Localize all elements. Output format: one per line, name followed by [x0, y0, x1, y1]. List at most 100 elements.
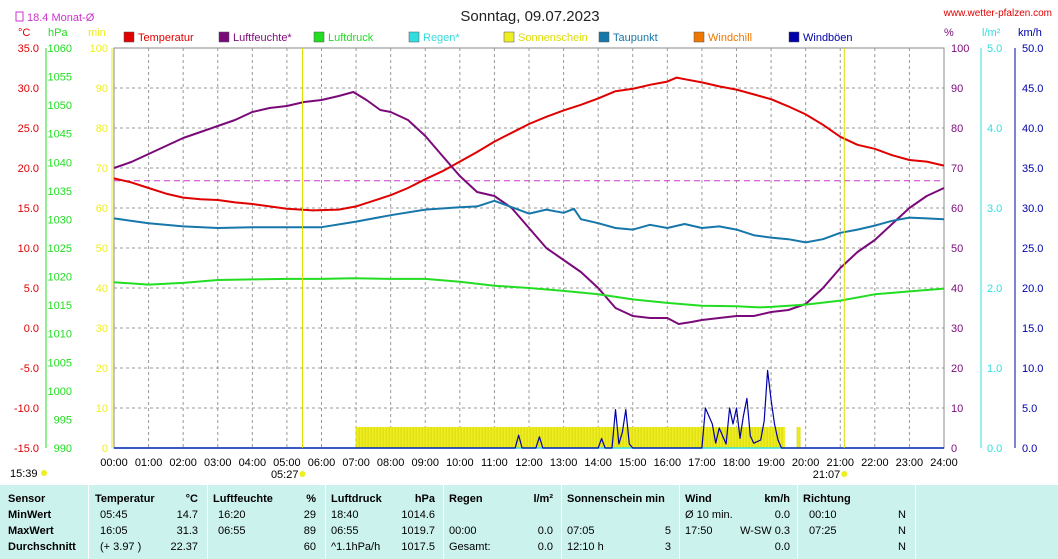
- table-column-divider: [679, 485, 680, 559]
- legend-swatch: [123, 31, 135, 43]
- sunset-icon: [841, 471, 848, 477]
- axis-unit-pressure: hPa: [48, 27, 68, 39]
- x-tick-label: 12:00: [515, 457, 543, 469]
- axis-tick-humidity: 0: [951, 443, 957, 455]
- header-temp-unit: °C: [185, 493, 198, 505]
- press-value: 1017.5: [401, 541, 435, 553]
- axis-tick-wind: 25.0: [1022, 243, 1043, 255]
- axis-tick-pressure: 1045: [48, 129, 72, 141]
- weather-chart: Sonntag, 09.07.2023 www.wetter-pfalzen.c…: [10, 8, 1052, 481]
- axis-tick-humidity: 70: [951, 163, 963, 175]
- series-line-windben: [114, 369, 944, 449]
- table-column-divider: [325, 485, 326, 559]
- x-tick-label: 07:00: [342, 457, 370, 469]
- x-tick-label: 19:00: [757, 457, 785, 469]
- series-line-luftfeuchte: [113, 91, 945, 325]
- sunshine-bars: [355, 427, 801, 448]
- legend-label: Windchill: [708, 32, 752, 44]
- axis-tick-humidity: 20: [951, 363, 963, 375]
- wind-time: 17:50: [685, 525, 713, 537]
- x-tick-label: 06:00: [308, 457, 336, 469]
- axis-tick-wind: 10.0: [1022, 363, 1043, 375]
- x-tick-label: 00:00: [100, 457, 128, 469]
- header-sensor: Sensor: [8, 493, 46, 505]
- axis-tick-temp: 25.0: [18, 123, 39, 135]
- axis-tick-temp: 0.0: [24, 323, 39, 335]
- axis-tick-rain: 1.0: [987, 363, 1002, 375]
- sunshine-bar: [356, 427, 785, 448]
- axis-tick-temp: -10.0: [14, 403, 39, 415]
- axis-tick-pressure: 1055: [48, 72, 72, 84]
- x-tick-label: 01:00: [135, 457, 163, 469]
- x-tick-label: 17:00: [688, 457, 716, 469]
- axis-tick-minutes: 70: [96, 163, 108, 175]
- header-hum-unit: %: [306, 493, 316, 505]
- axis-tick-rain: 0.0: [987, 443, 1002, 455]
- press-time: 18:40: [331, 509, 359, 521]
- x-tick-label: 24:00: [930, 457, 958, 469]
- month-avg-icon: [15, 11, 24, 22]
- chart-legend: Temperatur Luftfeuchte* Luftdruck Regen* Son…: [123, 31, 853, 44]
- axis-tick-wind: 30.0: [1022, 203, 1043, 215]
- axis-tick-minutes: 60: [96, 203, 108, 215]
- x-tick-label: 16:00: [654, 457, 682, 469]
- x-tick-label: 09:00: [411, 457, 439, 469]
- legend-swatch: [788, 31, 800, 43]
- axis-tick-humidity: 60: [951, 203, 963, 215]
- axis-tick-wind: 0.0: [1022, 443, 1037, 455]
- axis-tick-temp: 20.0: [18, 163, 39, 175]
- axis-tick-pressure: 1000: [48, 386, 72, 398]
- axis-tick-pressure: 1040: [48, 157, 72, 169]
- rain-value: 0.0: [537, 541, 553, 553]
- axis-tick-pressure: 1060: [48, 43, 72, 55]
- dir-value: N: [898, 509, 906, 521]
- x-tick-label: 02:00: [169, 457, 197, 469]
- temp-time: (+ 3.97 ): [100, 541, 142, 553]
- header-wind: Wind: [685, 493, 712, 505]
- axis-tick-temp: 35.0: [18, 43, 39, 55]
- press-value: 1014.6: [401, 509, 435, 521]
- legend-swatch: [598, 31, 610, 43]
- legend-swatch: [313, 31, 325, 43]
- legend-swatch: [218, 31, 230, 43]
- x-tick-label: 04:00: [239, 457, 267, 469]
- x-tick-label: 15:00: [619, 457, 647, 469]
- axis-unit-minutes: min: [88, 27, 106, 39]
- sun-markers: 05:27 21:07 15:39: [10, 48, 848, 481]
- temp-value: 14.7: [176, 509, 198, 521]
- series-lines: [113, 76, 945, 449]
- hum-value: 89: [303, 525, 316, 537]
- hum-value: 60: [303, 541, 316, 553]
- sun-value: 5: [664, 525, 671, 537]
- x-tick-label: 14:00: [584, 457, 612, 469]
- row-label: Durchschnitt: [8, 541, 76, 553]
- legend-label: Regen*: [423, 32, 460, 44]
- header-press-unit: hPa: [414, 493, 435, 505]
- series-line-luftdruck: [113, 277, 945, 309]
- x-tick-label: 11:00: [481, 457, 508, 469]
- axis-tick-pressure: 995: [54, 414, 72, 426]
- row-label: MinWert: [8, 509, 52, 521]
- axis-tick-pressure: 990: [54, 443, 72, 455]
- wind-value: 0.0: [774, 541, 790, 553]
- axis-unit-wind: km/h: [1018, 27, 1042, 39]
- axis-tick-humidity: 30: [951, 323, 963, 335]
- stats-table: Sensor Temperatur °C Luftfeuchte% Luftdruck h…: [0, 485, 1058, 559]
- axis-tick-humidity: 90: [951, 83, 963, 95]
- axis-tick-pressure: 1030: [48, 214, 72, 226]
- axis-tick-minutes: 50: [96, 243, 108, 255]
- site-link[interactable]: www.wetter-pfalzen.com: [943, 8, 1052, 19]
- legend-label: Windböen: [803, 32, 853, 44]
- axis-tick-minutes: 40: [96, 283, 108, 295]
- axis-tick-pressure: 1010: [48, 329, 72, 341]
- x-tick-label: 22:00: [861, 457, 889, 469]
- x-tick-label: 10:00: [446, 457, 474, 469]
- axis-tick-temp: 10.0: [18, 243, 39, 255]
- header-press: Luftdruck: [331, 493, 382, 505]
- press-value: 1019.7: [401, 525, 435, 537]
- axis-tick-minutes: 90: [96, 83, 108, 95]
- footer-sun-icon: [41, 470, 47, 476]
- press-time: 06:55: [331, 525, 359, 537]
- legend-label: Luftdruck: [328, 32, 374, 44]
- axis-tick-temp: -15.0: [14, 443, 39, 455]
